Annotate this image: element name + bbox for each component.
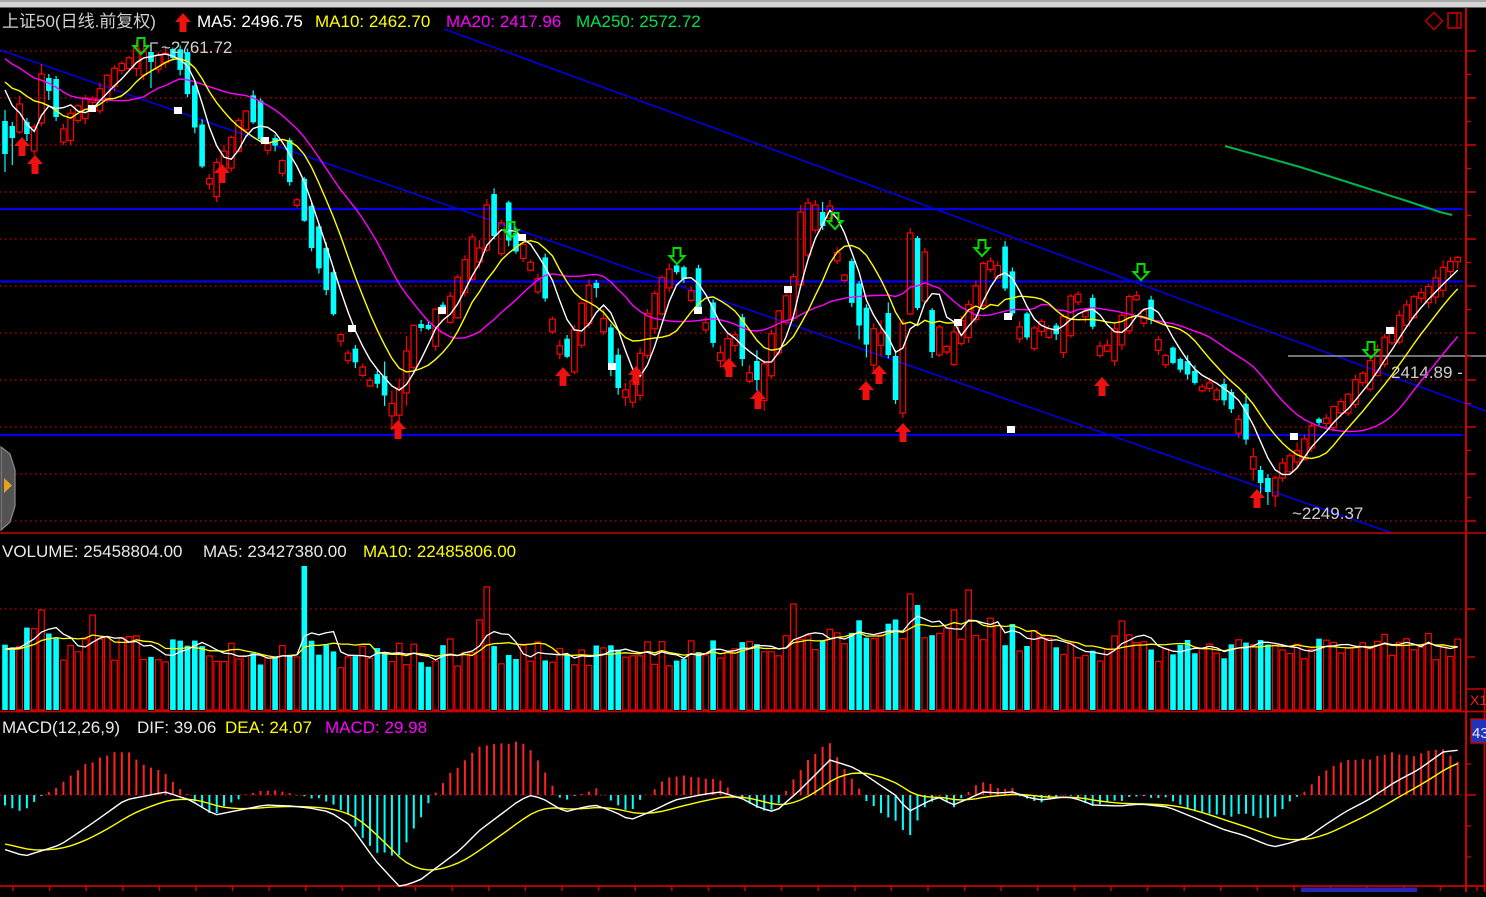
svg-text:MACD: 29.98: MACD: 29.98 bbox=[325, 718, 427, 737]
svg-text:MA5: 2496.75: MA5: 2496.75 bbox=[197, 12, 303, 31]
svg-text:VOLUME: 25458804.00: VOLUME: 25458804.00 bbox=[2, 542, 183, 561]
svg-text:MA10: 22485806.00: MA10: 22485806.00 bbox=[363, 542, 516, 561]
svg-text:MA20: 2417.96: MA20: 2417.96 bbox=[446, 12, 561, 31]
svg-text:~2761.72: ~2761.72 bbox=[161, 38, 232, 57]
svg-text:MA10: 2462.70: MA10: 2462.70 bbox=[315, 12, 430, 31]
svg-text:DIF: 39.06: DIF: 39.06 bbox=[137, 718, 216, 737]
svg-text:2414.89 -: 2414.89 - bbox=[1391, 363, 1463, 382]
svg-text:X1: X1 bbox=[1470, 692, 1486, 708]
svg-text:MA250: 2572.72: MA250: 2572.72 bbox=[576, 12, 701, 31]
svg-text:43: 43 bbox=[1472, 725, 1486, 742]
svg-text:上证50(日线.前复权): 上证50(日线.前复权) bbox=[2, 12, 156, 31]
svg-text:DEA: 24.07: DEA: 24.07 bbox=[225, 718, 312, 737]
svg-text:~2249.37: ~2249.37 bbox=[1292, 504, 1363, 523]
svg-text:MACD(12,26,9): MACD(12,26,9) bbox=[2, 718, 120, 737]
svg-text:MA5: 23427380.00: MA5: 23427380.00 bbox=[203, 542, 347, 561]
